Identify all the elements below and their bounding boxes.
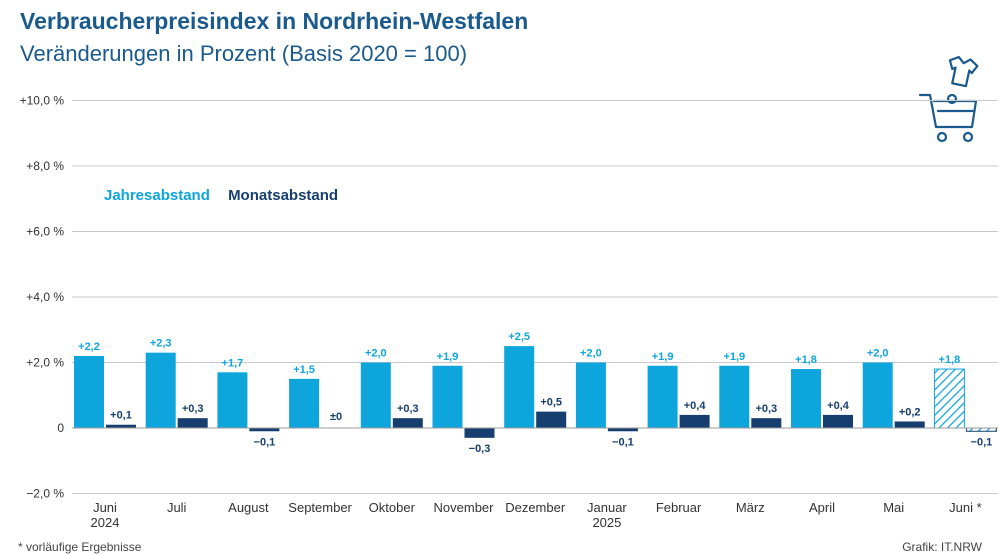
- bar-jahresabstand: [504, 346, 535, 428]
- data-label-monatsabstand: +0,5: [540, 397, 562, 409]
- y-tick-label: +2,0 %: [26, 356, 64, 370]
- bar-jahresabstand: [432, 365, 463, 428]
- x-tick-label: Februar: [656, 500, 702, 515]
- x-tick-label: April: [809, 500, 835, 515]
- y-tick-label: +4,0 %: [26, 290, 64, 304]
- bar-monatsabstand: [536, 411, 567, 428]
- data-label-jahresabstand: +1,8: [795, 354, 817, 366]
- legend-entry-jahresabstand: Jahresabstand: [104, 187, 210, 204]
- x-tick-label: Mai: [883, 500, 904, 515]
- x-tick-label: Juni 2024: [91, 500, 120, 530]
- data-label-jahresabstand: +1,7: [222, 357, 244, 369]
- x-tick-label: September: [288, 500, 352, 515]
- data-label-jahresabstand: +1,8: [939, 354, 961, 366]
- credit: Grafik: IT.NRW: [902, 540, 982, 554]
- legend-entry-monatsabstand: Monatsabstand: [228, 187, 339, 204]
- bar-monatsabstand: [607, 428, 638, 432]
- data-label-jahresabstand: +2,3: [150, 338, 172, 350]
- bar-monatsabstand: [249, 428, 280, 432]
- y-tick-label: 0: [57, 421, 64, 435]
- legend: Jahresabstand Monatsabstand: [104, 187, 352, 204]
- data-label-monatsabstand: +0,1: [110, 410, 132, 422]
- data-label-jahresabstand: +2,0: [365, 348, 387, 360]
- footnote: * vorläufige Ergebnisse: [18, 540, 142, 554]
- data-label-monatsabstand: ±0: [330, 411, 342, 423]
- bar-jahresabstand: [217, 372, 248, 428]
- bar-monatsabstand: [751, 418, 782, 428]
- chart-subtitle: Veränderungen in Prozent (Basis 2020 = 1…: [20, 41, 468, 66]
- y-tick-label: +10,0 %: [20, 94, 65, 108]
- data-label-jahresabstand: +2,2: [78, 341, 100, 353]
- data-label-monatsabstand: −0,3: [469, 443, 491, 455]
- bar-monatsabstand: [823, 414, 853, 428]
- data-label-monatsabstand: −0,1: [254, 436, 276, 448]
- data-label-monatsabstand: −0,1: [612, 436, 634, 448]
- chart-title: Verbraucherpreisindex in Nordrhein-Westf…: [20, 8, 529, 34]
- bar-monatsabstand: [894, 421, 925, 428]
- data-label-monatsabstand: +0,3: [755, 403, 777, 415]
- x-tick-label: März: [736, 500, 765, 515]
- bar-monatsabstand: [679, 414, 710, 428]
- data-label-jahresabstand: +2,0: [867, 348, 889, 360]
- data-label-monatsabstand: +0,2: [899, 406, 921, 418]
- data-label-jahresabstand: +1,9: [723, 351, 745, 363]
- data-label-monatsabstand: +0,4: [827, 400, 850, 412]
- bar-jahresabstand: [289, 378, 320, 428]
- bar-monatsabstand: [177, 418, 208, 428]
- bar-monatsabstand: [464, 428, 495, 438]
- data-label-jahresabstand: +2,5: [508, 331, 530, 343]
- bar-jahresabstand: [145, 352, 176, 428]
- data-label-monatsabstand: −0,1: [971, 436, 993, 448]
- bar-jahresabstand: [791, 369, 821, 428]
- x-tick-label: Juli: [167, 500, 187, 515]
- data-label-monatsabstand: +0,4: [684, 400, 707, 412]
- bar-jahresabstand: [647, 365, 678, 428]
- y-tick-label: +6,0 %: [26, 225, 64, 239]
- data-label-jahresabstand: +1,9: [437, 351, 459, 363]
- y-tick-label: +8,0 %: [26, 159, 64, 173]
- x-tick-label: Oktober: [369, 500, 416, 515]
- bar-jahresabstand: [719, 365, 750, 428]
- bar-jahresabstand: [933, 368, 965, 429]
- x-tick-label: Dezember: [505, 500, 566, 515]
- bar-jahresabstand: [74, 355, 104, 428]
- data-label-jahresabstand: +1,5: [293, 364, 315, 376]
- bar-jahresabstand: [862, 362, 893, 428]
- data-label-jahresabstand: +1,9: [652, 351, 674, 363]
- bar-monatsabstand: [106, 424, 136, 428]
- data-label-monatsabstand: +0,3: [182, 403, 204, 415]
- bar-jahresabstand: [575, 362, 606, 428]
- data-label-monatsabstand: +0,3: [397, 403, 419, 415]
- x-tick-label: November: [434, 500, 495, 515]
- y-tick-label: −2,0 %: [26, 487, 64, 501]
- bar-monatsabstand: [392, 418, 423, 428]
- x-tick-label: Januar 2025: [587, 500, 627, 530]
- bar-jahresabstand: [360, 362, 391, 428]
- x-tick-label: Juni *: [949, 500, 982, 515]
- x-tick-label: August: [228, 500, 269, 515]
- data-label-jahresabstand: +2,0: [580, 348, 602, 360]
